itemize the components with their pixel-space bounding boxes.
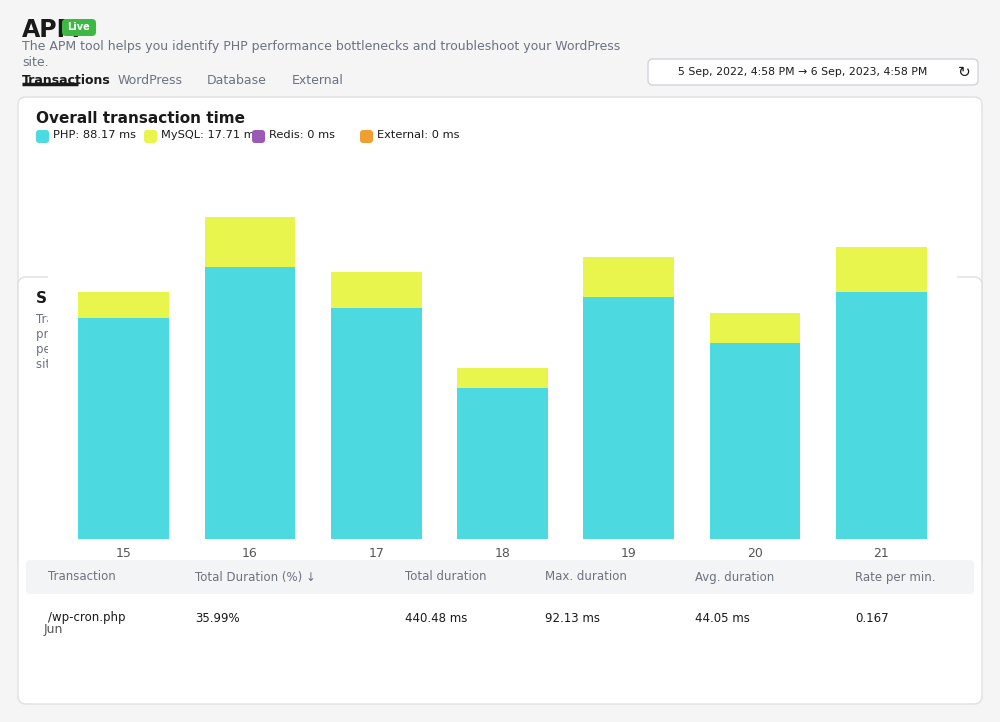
Bar xyxy=(331,308,422,539)
Text: Avg. duration: Avg. duration xyxy=(695,570,774,583)
Text: Transactions: Transactions xyxy=(22,74,111,87)
Text: PHP: 88.17 ms: PHP: 88.17 ms xyxy=(53,130,136,140)
Text: Total Duration (%) ↓: Total Duration (%) ↓ xyxy=(195,570,316,583)
Bar xyxy=(205,217,295,267)
Bar xyxy=(78,318,169,539)
Text: Transaction: Transaction xyxy=(48,570,116,583)
Text: Max. duration: Max. duration xyxy=(545,570,627,583)
FancyBboxPatch shape xyxy=(26,560,974,594)
Text: Transactions are requests to your site (like a page view) or background jobs (li: Transactions are requests to your site (… xyxy=(36,313,567,326)
Bar xyxy=(583,257,674,297)
Text: 5 Sep, 2022, 4:58 PM → 6 Sep, 2023, 4:58 PM: 5 Sep, 2022, 4:58 PM → 6 Sep, 2023, 4:58… xyxy=(678,67,928,77)
Text: External: 0 ms: External: 0 ms xyxy=(377,130,460,140)
Bar xyxy=(836,247,927,292)
Bar xyxy=(331,272,422,308)
FancyBboxPatch shape xyxy=(144,130,157,143)
Text: 44.05 ms: 44.05 ms xyxy=(695,612,750,625)
Bar xyxy=(710,343,800,539)
Text: 440.48 ms: 440.48 ms xyxy=(405,612,467,625)
Bar xyxy=(205,267,295,539)
Text: Rate per min.: Rate per min. xyxy=(855,570,936,583)
Text: Database: Database xyxy=(207,74,267,87)
Bar xyxy=(457,388,548,539)
Text: Total duration: Total duration xyxy=(405,570,486,583)
Bar xyxy=(710,313,800,343)
Text: Slowest transactions: Slowest transactions xyxy=(36,291,216,306)
FancyBboxPatch shape xyxy=(360,130,373,143)
Text: 0.167: 0.167 xyxy=(855,612,889,625)
Bar xyxy=(78,292,169,318)
Bar xyxy=(836,292,927,539)
FancyBboxPatch shape xyxy=(36,130,49,143)
Bar xyxy=(457,368,548,388)
Text: MySQL: 17.71 ms: MySQL: 17.71 ms xyxy=(161,130,261,140)
Text: Live: Live xyxy=(68,22,90,32)
Text: WordPress: WordPress xyxy=(118,74,183,87)
Text: Overall transaction time: Overall transaction time xyxy=(36,111,245,126)
FancyBboxPatch shape xyxy=(18,97,982,567)
Text: process of WordPress). Below are the ones that took the most time to run in the : process of WordPress). Below are the one… xyxy=(36,328,562,341)
Text: site.: site. xyxy=(22,56,49,69)
Text: 35.99%: 35.99% xyxy=(195,612,240,625)
FancyBboxPatch shape xyxy=(18,277,982,704)
FancyBboxPatch shape xyxy=(648,59,978,85)
Text: /wp-cron.php: /wp-cron.php xyxy=(48,612,126,625)
Text: The APM tool helps you identify PHP performance bottlenecks and troubleshoot you: The APM tool helps you identify PHP perf… xyxy=(22,40,620,53)
Text: ↻: ↻ xyxy=(958,64,970,79)
Text: site faster.: site faster. xyxy=(36,358,98,371)
Text: Redis: 0 ms: Redis: 0 ms xyxy=(269,130,335,140)
Text: APM: APM xyxy=(22,18,81,42)
Bar xyxy=(583,297,674,539)
Text: period. These are probably most critical to analyze when looking for opportuniti: period. These are probably most critical… xyxy=(36,343,605,356)
Text: 92.13 ms: 92.13 ms xyxy=(545,612,600,625)
FancyBboxPatch shape xyxy=(252,130,265,143)
Text: External: External xyxy=(292,74,344,87)
Text: Jun: Jun xyxy=(43,622,63,635)
FancyBboxPatch shape xyxy=(62,19,96,36)
